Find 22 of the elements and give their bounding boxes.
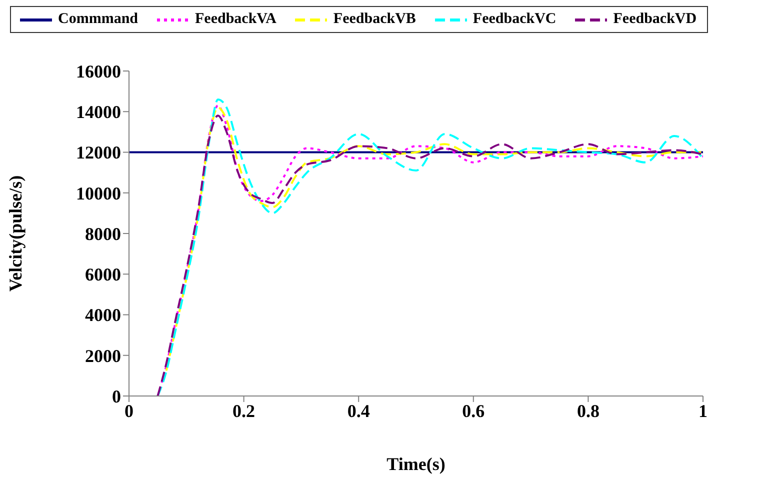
- legend-label: FeedbackVA: [195, 11, 276, 28]
- x-tick-label: 0: [124, 400, 134, 421]
- y-tick-label: 8000: [85, 224, 121, 244]
- y-tick-label: 12000: [76, 142, 121, 163]
- x-tick-label: 0.4: [347, 400, 370, 421]
- x-tick-label: 0.8: [576, 400, 600, 421]
- legend-label: FeedbackVD: [613, 11, 697, 28]
- y-tick-label: 0: [112, 386, 121, 406]
- x-tick-label: 0.2: [232, 400, 256, 421]
- y-tick-label: 4000: [85, 305, 121, 326]
- y-tick-label: 16000: [76, 61, 121, 82]
- x-tick-label: 0.6: [462, 400, 485, 421]
- legend-label: FeedbackVC: [472, 11, 556, 28]
- legend-label: Commmand: [58, 11, 138, 28]
- y-tick-label: 10000: [76, 183, 121, 204]
- x-tick-label: 1: [698, 400, 708, 421]
- y-tick-label: 6000: [85, 264, 121, 285]
- x-axis-title: Time(s): [386, 454, 446, 474]
- y-tick-label: 14000: [76, 102, 121, 122]
- legend-label: FeedbackVB: [333, 11, 416, 28]
- y-tick-label: 2000: [85, 346, 121, 366]
- y-axis-title: Velcity(pulse/s): [5, 175, 26, 292]
